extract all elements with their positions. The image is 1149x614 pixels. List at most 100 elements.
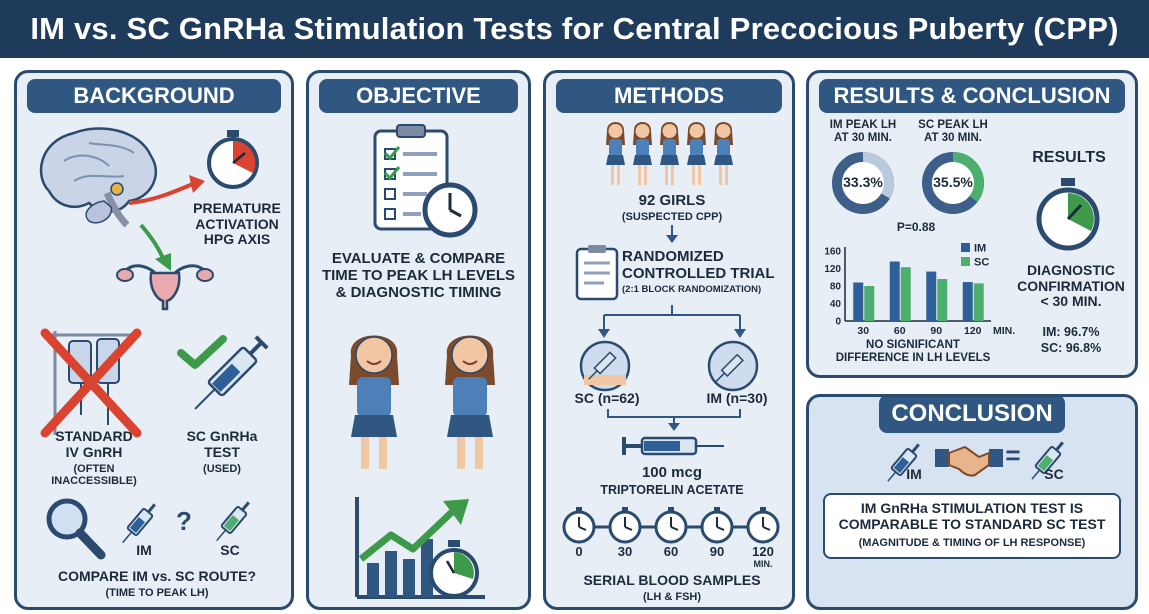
bar-sc: [937, 279, 948, 321]
timepoint-label: 30: [617, 544, 633, 559]
sc-peak-line-2: AT 30 MIN.: [924, 131, 982, 144]
hpg-line-2: ACTIVATION: [195, 215, 279, 232]
sc-sub: (USED): [203, 463, 241, 475]
stopwatch-icon: [1036, 178, 1100, 251]
diag-line-2: CONFIRMATION: [1017, 277, 1125, 294]
y-tick-label: 0: [835, 317, 841, 328]
arrow-icon: [128, 175, 205, 205]
girl-figure-icon: [633, 122, 652, 185]
legend-label: SC: [974, 257, 989, 269]
conc-im-tag: IM: [906, 466, 922, 482]
x-tick-label: 120: [964, 325, 982, 337]
randomization-branch-icon: [598, 305, 746, 338]
stopwatch-icon: [429, 540, 479, 598]
sc-label: SC GnRHa TEST: [167, 428, 277, 460]
sampling-timeline: [562, 507, 780, 544]
merge-arrow-icon: [607, 409, 741, 431]
conclusion-box: IM GnRHa STIMULATION TEST IS COMPARABLE …: [823, 493, 1121, 559]
sc-rate: SC: 96.8%: [1040, 341, 1102, 355]
rct-line-2: CONTROLLED TRIAL: [622, 264, 775, 282]
syringe-sc-icon: [216, 501, 250, 542]
girl-figure-icon: [687, 122, 706, 185]
x-tick-label: 60: [894, 325, 906, 337]
legend-swatch: [961, 257, 970, 266]
magnifier-icon: [46, 498, 106, 560]
bar-sc: [900, 267, 911, 321]
bar-im: [926, 271, 937, 321]
background-header: BACKGROUND: [27, 79, 281, 113]
no-diff-line-1: NO SIGNIFICANT: [866, 339, 960, 351]
syringe-im-icon: [122, 503, 156, 544]
page-title: IM vs. SC GnRHa Stimulation Tests for Ce…: [0, 0, 1149, 58]
lh-bar-chart: 160 120 80 40 0 30 60 90 120 MIN. IM SC: [824, 243, 1015, 338]
objective-panel: OBJECTIVE EVALUATE & COMPARE TIME TO PEA…: [306, 70, 531, 610]
samples-sub: (LH & FSH): [642, 591, 702, 603]
iv-sub: (OFTEN INACCESSIBLE): [51, 463, 137, 488]
timepoint-stopwatch-icon: [746, 507, 780, 544]
iv-label: STANDARD IV GnRH: [39, 428, 149, 460]
conclusion-header: CONCLUSION: [879, 397, 1065, 433]
sc-line-1: SC GnRHa: [186, 428, 258, 444]
no-diff-line-2: DIFFERENCE IN LH LEVELS: [835, 351, 991, 364]
syringe-im-icon: [887, 443, 920, 482]
girls-count: 92 GIRLS: [638, 192, 706, 209]
conclusion-panel: CONCLUSION IM = SC IM GnRHa STIMULATION …: [806, 394, 1138, 610]
x-tick-label: 30: [857, 325, 869, 337]
bar-sc: [864, 286, 875, 321]
im-peak-line-2: AT 30 MIN.: [834, 131, 892, 144]
conc-sc-tag: SC: [1044, 466, 1064, 482]
im-peak-donut: [832, 152, 894, 214]
im-peak-value: 33.3%: [843, 174, 883, 190]
timepoint-stopwatch-icon: [654, 507, 688, 544]
brain-icon: [39, 127, 158, 228]
donut-fill: [832, 152, 894, 214]
im-tag: IM: [136, 542, 152, 558]
objective-line-1: EVALUATE & COMPARE: [331, 250, 506, 267]
bar-im: [889, 261, 900, 321]
x-tick-label: 90: [930, 325, 942, 337]
im-peak-line-1: IM PEAK LH: [829, 119, 897, 131]
rct-sub: (2:1 BLOCK RANDOMIZATION): [622, 284, 762, 295]
y-tick-label: 80: [830, 282, 842, 293]
clipboard-icon: [575, 245, 619, 301]
timepoint-stopwatch-icon: [608, 507, 642, 544]
bar-sc: [973, 283, 984, 321]
girl-figure-icon: [714, 122, 733, 185]
hpg-line-1: PREMATURE: [193, 200, 281, 216]
drug-label: TRIPTORELIN ACETATE: [600, 483, 744, 497]
objective-line-3: & DIAGNOSTIC TIMING: [335, 283, 502, 301]
y-tick-label: 160: [824, 247, 841, 258]
objective-text: EVALUATE & COMPARE TIME TO PEAK LH LEVEL…: [315, 250, 522, 301]
timepoint-stopwatch-icon: [700, 507, 734, 544]
results-title: RESULTS: [1032, 149, 1106, 166]
sc-peak-value: 35.5%: [933, 174, 973, 190]
sc-peak-donut: [922, 152, 984, 214]
equals-sign: =: [1005, 440, 1021, 470]
rct-line-1: RANDOMIZED: [622, 248, 724, 265]
im-arm-label: IM (n=30): [706, 390, 768, 406]
timepoint-label: 90: [709, 544, 725, 559]
hpg-line-3: HPG AXIS: [203, 231, 271, 248]
timepoint-label: 60: [663, 544, 679, 559]
results-header: RESULTS & CONCLUSION: [819, 79, 1125, 113]
donut-fill: [922, 152, 984, 214]
handshake-icon: [935, 445, 1003, 477]
diag-text: DIAGNOSTIC CONFIRMATION < 30 MIN.: [1009, 262, 1133, 310]
girl-figure-icon: [660, 122, 679, 185]
timepoint-label: 0: [575, 544, 583, 559]
syringe-icon: [194, 335, 269, 410]
syringe-icon: [622, 436, 724, 456]
no-diff-text: NO SIGNIFICANT DIFFERENCE IN LH LEVELS: [813, 339, 1013, 365]
question-mark: ?: [176, 506, 192, 536]
methods-header: METHODS: [556, 79, 782, 113]
im-injection-icon: [707, 340, 759, 392]
im-rate: IM: 96.7%: [1042, 325, 1100, 339]
uterus-icon: [116, 264, 214, 311]
conclusion-sub: (MAGNITUDE & TIMING OF LH RESPONSE): [858, 537, 1086, 549]
objective-header: OBJECTIVE: [319, 79, 518, 113]
conclusion-line-1: IM GnRHa STIMULATION TEST IS: [860, 500, 1084, 516]
hpg-label: PREMATURE ACTIVATION HPG AXIS: [177, 200, 291, 248]
green-arrow-icon: [139, 223, 171, 271]
bar-im: [853, 282, 864, 321]
trend-chart-icon: [355, 497, 485, 599]
